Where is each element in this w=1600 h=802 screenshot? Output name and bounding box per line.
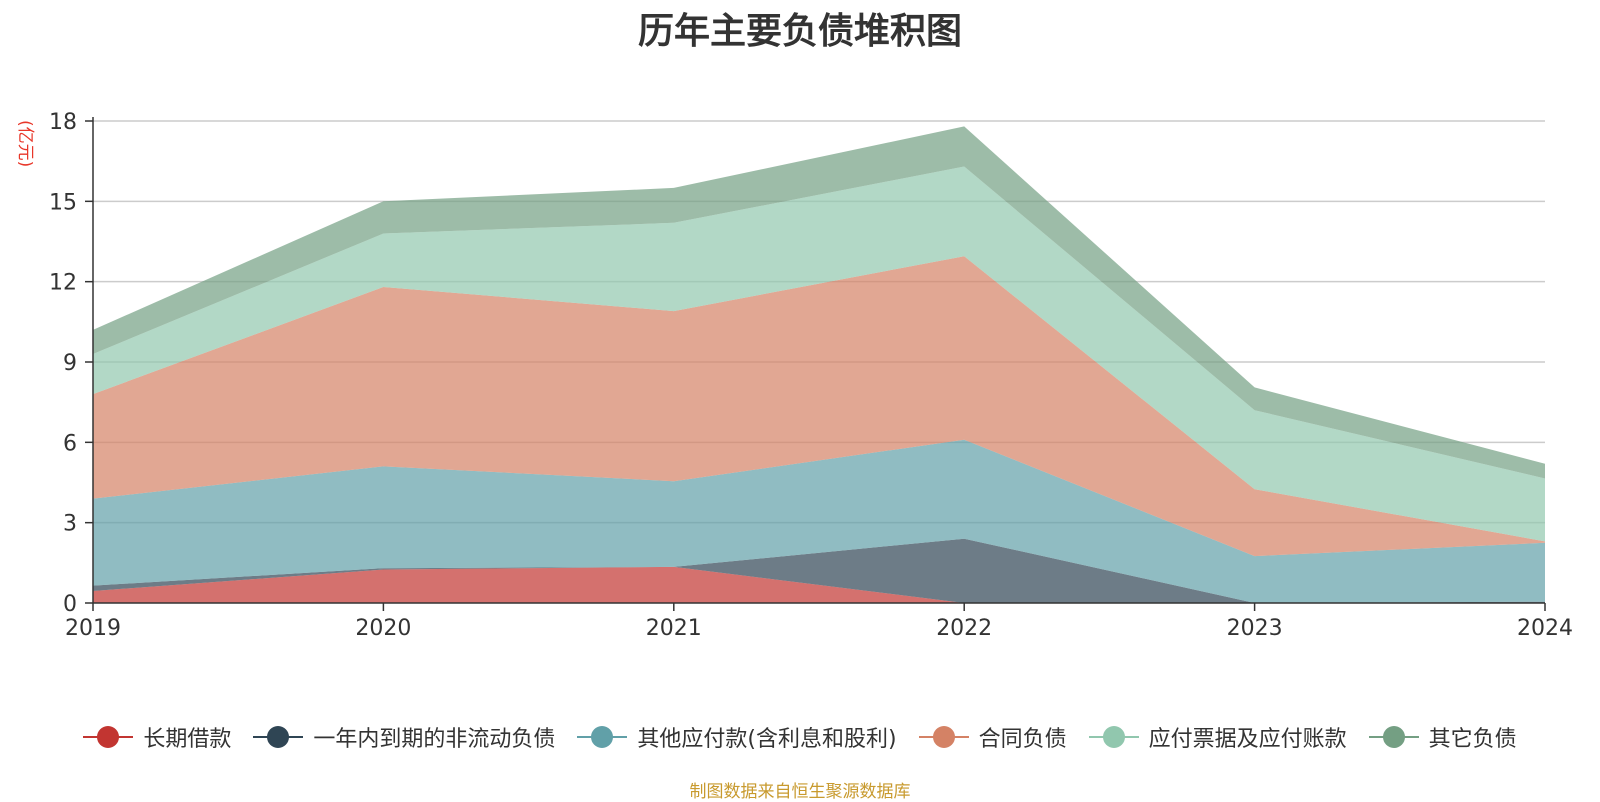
- stacked-area-chart: 0 3 6 9 12 15 18 2019 2020 2021 2022 2023 2024: [49, 110, 1573, 641]
- legend-label: 其他应付款(含利息和股利): [637, 727, 897, 752]
- legend-marker-icon: [918, 725, 969, 749]
- y-tick-label: 15: [49, 190, 77, 215]
- legend-item-2[interactable]: 其他应付款(含利息和股利): [577, 721, 897, 753]
- x-tick-label: 2024: [1517, 616, 1573, 641]
- legend-item-5[interactable]: 其它负债: [1368, 721, 1517, 753]
- legend: 长期借款 一年内到期的非流动负债 其他应付款(含利息和股利) 合同负债 应付票据及应付账…: [0, 722, 1600, 752]
- legend-label: 其它负债: [1428, 727, 1517, 752]
- legend-label: 应付票据及应付账款: [1148, 727, 1347, 752]
- area-series-layer: [93, 126, 1545, 603]
- legend-item-0[interactable]: 长期借款: [83, 721, 231, 753]
- area-series-2[interactable]: [93, 439, 1545, 603]
- source-note: 制图数据来自恒生聚源数据库: [689, 782, 911, 802]
- area-series-3[interactable]: [93, 256, 1545, 557]
- y-tick-label: 12: [49, 271, 77, 296]
- area-series-5[interactable]: [93, 126, 1545, 479]
- y-tick-label: 0: [63, 592, 77, 617]
- x-tick-label: 2022: [936, 616, 992, 641]
- x-tick-label: 2020: [355, 616, 411, 641]
- legend-label: 长期借款: [143, 727, 232, 752]
- legend-label: 一年内到期的非流动负债: [313, 727, 556, 752]
- legend-marker-icon: [1088, 725, 1139, 749]
- axes: 0 3 6 9 12 15 18 2019 2020 2021 2022 2023 2024: [49, 110, 1573, 641]
- legend-label: 合同负债: [978, 727, 1067, 752]
- y-tick-label: 6: [63, 431, 77, 456]
- legend-item-1[interactable]: 一年内到期的非流动负债: [253, 721, 555, 753]
- legend-marker-icon: [1368, 725, 1419, 749]
- legend-marker-icon: [577, 725, 628, 749]
- x-tick-label: 2023: [1227, 616, 1283, 641]
- x-tick-label: 2019: [65, 616, 121, 641]
- legend-item-4[interactable]: 应付票据及应付账款: [1088, 721, 1347, 753]
- legend-item-3[interactable]: 合同负债: [918, 721, 1067, 753]
- legend-marker-icon: [83, 725, 134, 749]
- legend-marker-icon: [253, 725, 304, 749]
- y-tick-label: 3: [63, 512, 77, 537]
- y-tick-label: 9: [63, 351, 77, 376]
- y-tick-label: 18: [49, 110, 77, 135]
- x-tick-label: 2021: [646, 616, 702, 641]
- chart-title: 历年主要负债堆积图: [637, 11, 962, 52]
- area-series-1[interactable]: [93, 538, 1545, 603]
- area-series-4[interactable]: [93, 166, 1545, 542]
